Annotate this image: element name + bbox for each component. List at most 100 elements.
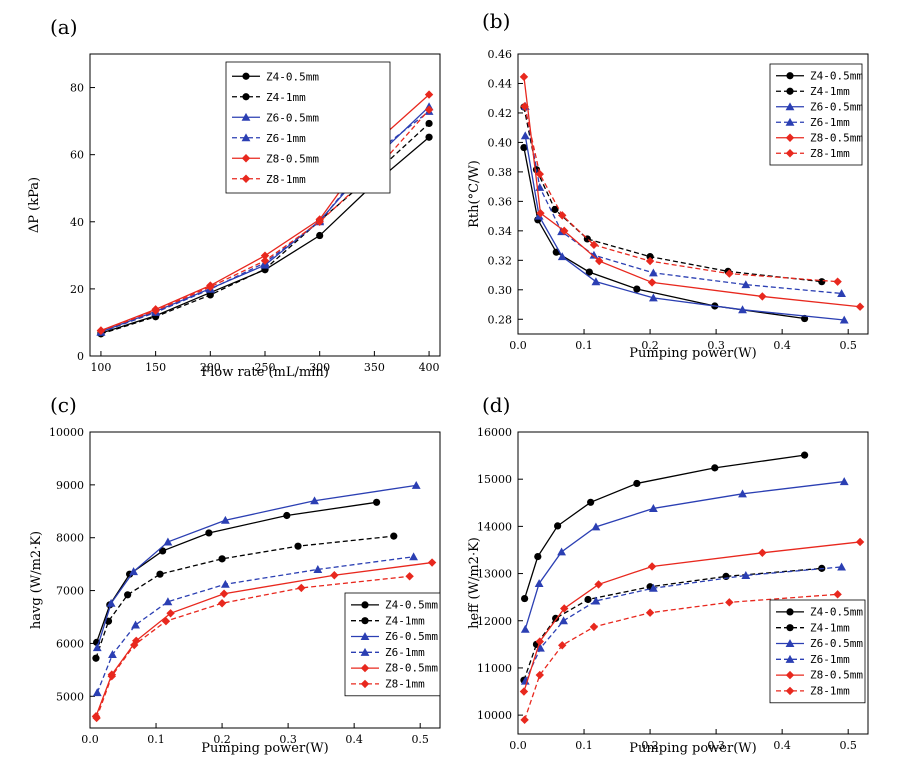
y-tick-label: 15000 (477, 473, 512, 486)
data-point-Z8-1mm (92, 713, 101, 723)
data-point-Z4-1mm (818, 278, 826, 286)
data-point-Z4-0.5mm (801, 451, 809, 459)
legend-marker (242, 72, 250, 80)
data-point-Z4-0.5mm (159, 547, 167, 555)
legend-marker (785, 117, 795, 126)
x-axis-label: Pumping power(W) (201, 741, 328, 756)
legend-marker (785, 133, 795, 142)
x-tick-label: 0.4 (345, 733, 363, 746)
legend-marker (360, 679, 370, 689)
legend-marker (785, 670, 795, 680)
data-point-Z6-1mm (92, 688, 102, 697)
data-point-Z8-0.5mm (535, 637, 544, 646)
y-tick-label: 0.36 (488, 195, 513, 208)
data-point-Z6-0.5mm (92, 643, 102, 652)
data-point-Z6-0.5mm (557, 252, 567, 261)
data-point-Z6-0.5mm (557, 547, 566, 556)
legend-marker (360, 663, 370, 673)
data-point-Z8-0.5mm (132, 636, 141, 645)
legend-entry: Z4-0.5mm (810, 69, 863, 82)
x-tick-label: 350 (364, 361, 385, 374)
legend-entry: Z8-1mm (266, 173, 306, 186)
legend-marker (241, 133, 251, 142)
y-tick-label: 80 (70, 82, 84, 95)
data-point-Z4-1mm (551, 205, 559, 214)
x-tick-label: 0.1 (575, 339, 593, 352)
legend-box (225, 61, 391, 194)
data-point-Z8-1mm (833, 277, 842, 286)
y-tick-label: 6000 (56, 637, 84, 650)
y-tick-label: 0.44 (488, 77, 513, 90)
chart-panel-3: 0.0 0.1 0.2 0.3 0.4 0.5 5000 6000 7000 8000 9000 10… (29, 393, 441, 756)
y-tick-label: 0.38 (488, 166, 513, 179)
y-tick-label: 0.30 (488, 284, 513, 297)
x-tick-label: 200 (200, 361, 221, 374)
data-point-Z4-1mm (124, 591, 132, 599)
x-tick-label: 0.2 (641, 339, 659, 352)
data-point-Z8-1mm (424, 105, 434, 114)
data-point-Z6-0.5mm (220, 515, 230, 524)
legend-entry: Z4-0.5mm (266, 71, 319, 84)
data-point-Z4-0.5mm (587, 498, 595, 506)
data-point-Z4-0.5mm (316, 231, 324, 240)
data-point-Z6-0.5mm (310, 496, 319, 505)
data-point-Z6-0.5mm (520, 131, 530, 140)
y-tick-label: 0.40 (488, 136, 513, 149)
data-point-Z4-1mm (92, 654, 100, 662)
y-tick-label: 0 (77, 350, 84, 363)
legend-marker (786, 87, 794, 95)
data-point-Z8-1mm (217, 599, 227, 608)
y-tick-label: 0.28 (488, 313, 513, 326)
data-point-Z4-0.5mm (633, 479, 641, 488)
data-point-Z4-0.5mm (520, 143, 528, 152)
data-point-Z4-0.5mm (711, 464, 719, 472)
data-point-Z6-1mm (131, 620, 140, 629)
data-point-Z8-1mm (558, 211, 567, 220)
data-point-Z4-0.5mm (283, 511, 291, 520)
y-tick-label: 9000 (56, 479, 84, 492)
chart-panel-4: 0.0 0.1 0.2 0.3 0.4 0.5 10000 11000 12000 13000 14… (467, 393, 869, 756)
legend-marker (786, 624, 794, 632)
data-point-Z4-1mm (722, 572, 730, 580)
legend-marker (785, 149, 795, 158)
data-point-Z6-1mm (648, 268, 658, 277)
data-point-Z8-1mm (405, 572, 414, 581)
x-tick-label: 0.3 (707, 339, 725, 352)
x-tick-label: 0.0 (81, 733, 99, 746)
x-tick-label: 300 (309, 361, 330, 374)
data-point-Z8-0.5mm (594, 580, 603, 589)
data-point-Z8-1mm (96, 326, 106, 336)
legend-entry: Z6-1mm (266, 132, 306, 145)
data-point-Z8-1mm (520, 715, 529, 725)
y-tick-label: 14000 (477, 520, 512, 533)
data-point-Z6-1mm (520, 676, 530, 685)
data-point-Z8-1mm (130, 640, 139, 650)
data-point-Z6-0.5mm (648, 293, 658, 302)
data-point-Z4-1mm (294, 542, 302, 550)
y-tick-label: 0.32 (488, 254, 513, 267)
plot-frame (89, 431, 441, 729)
data-point-Z8-1mm (589, 622, 599, 632)
panel-label: (a) (50, 15, 78, 39)
y-tick-label: 40 (70, 216, 84, 229)
data-point-Z8-0.5mm (519, 72, 529, 82)
y-axis-label: havg (W/m2·K) (29, 531, 44, 629)
x-tick-label: 100 (90, 361, 111, 374)
legend-entry: Z6-0.5mm (266, 112, 319, 125)
legend-entry: Z4-0.5mm (810, 606, 863, 619)
data-point-Z8-1mm (558, 641, 567, 650)
data-point-Z4-1mm (156, 570, 164, 578)
panel-label: (c) (50, 393, 77, 417)
data-point-Z6-1mm (837, 562, 846, 571)
y-axis-label: heff (W/m2·K) (467, 537, 482, 629)
legend-entry: Z8-0.5mm (385, 662, 438, 675)
legend-entry: Z8-1mm (810, 147, 850, 160)
x-tick-label: 0.1 (575, 739, 593, 752)
plot-frame (517, 431, 869, 735)
data-point-Z6-0.5mm (738, 305, 747, 314)
x-tick-label: 0.4 (773, 739, 791, 752)
legend-marker (786, 608, 794, 616)
data-point-Z8-1mm (297, 583, 306, 593)
legend-marker (785, 102, 795, 111)
legend-entry: Z4-0.5mm (385, 599, 438, 612)
